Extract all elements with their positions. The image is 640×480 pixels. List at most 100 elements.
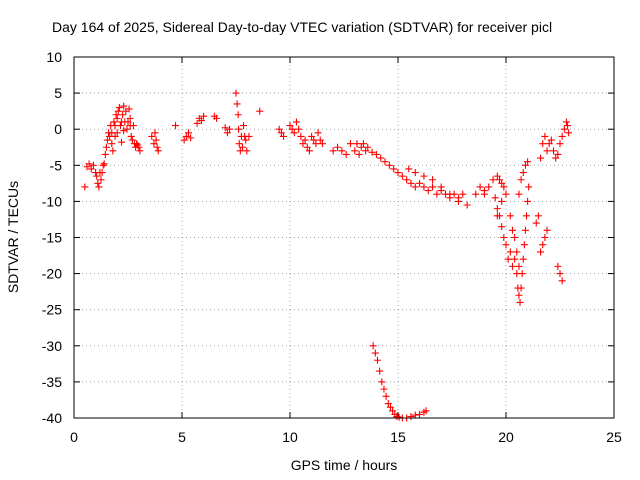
data-point <box>133 140 141 148</box>
data-point <box>182 132 190 140</box>
y-tick-label: -15 <box>42 230 62 246</box>
data-point <box>334 143 342 151</box>
data-point <box>398 172 406 180</box>
data-point <box>506 248 514 256</box>
data-point <box>112 111 120 119</box>
data-point <box>493 212 501 220</box>
data-point <box>373 356 381 364</box>
x-tick-label: 10 <box>282 429 298 445</box>
data-point <box>506 212 514 220</box>
data-point <box>524 197 532 205</box>
data-point <box>223 129 231 137</box>
data-point <box>395 413 403 421</box>
data-point <box>394 169 402 177</box>
data-point <box>519 255 527 263</box>
data-point <box>433 190 441 198</box>
data-point <box>85 160 93 168</box>
data-point <box>537 154 545 162</box>
data-point <box>537 248 545 256</box>
data-point <box>376 367 384 375</box>
data-point <box>502 241 510 249</box>
data-point <box>368 148 376 156</box>
data-point <box>235 140 243 148</box>
data-point <box>521 226 529 234</box>
data-point <box>128 136 136 144</box>
data-point <box>197 117 205 125</box>
data-point <box>539 241 547 249</box>
data-points <box>81 89 573 422</box>
data-point <box>411 169 419 177</box>
data-point <box>184 129 192 137</box>
data-point <box>299 140 307 148</box>
data-point <box>416 179 424 187</box>
plot-frame <box>73 56 615 419</box>
data-point <box>390 165 398 173</box>
data-point <box>560 125 568 133</box>
data-point <box>384 400 392 408</box>
data-point <box>429 176 437 184</box>
data-point <box>403 176 411 184</box>
data-point <box>152 136 160 144</box>
data-point <box>472 190 480 198</box>
data-point <box>108 140 116 148</box>
x-tick-label: 15 <box>390 429 406 445</box>
data-point <box>500 183 508 191</box>
data-point <box>297 132 305 140</box>
data-point <box>100 160 108 168</box>
data-point <box>405 165 413 173</box>
data-point <box>541 132 549 140</box>
data-point <box>539 140 547 148</box>
y-tick-label: -30 <box>42 338 62 354</box>
data-point <box>558 277 566 285</box>
data-point <box>154 147 162 155</box>
data-point <box>371 349 379 357</box>
data-point <box>93 172 101 180</box>
data-point <box>556 140 564 148</box>
data-point <box>109 147 117 155</box>
data-point <box>416 410 424 418</box>
data-point <box>476 183 484 191</box>
data-point <box>513 248 521 256</box>
data-point <box>493 172 501 180</box>
data-point <box>357 143 365 151</box>
data-point <box>233 100 241 108</box>
data-point <box>312 140 320 148</box>
data-point <box>89 161 97 169</box>
data-point <box>118 138 126 146</box>
data-point <box>385 161 393 169</box>
data-point <box>532 219 540 227</box>
data-point <box>381 158 389 166</box>
data-point <box>114 107 122 115</box>
data-point <box>543 226 551 234</box>
data-point <box>116 122 124 130</box>
data-point <box>113 114 121 122</box>
series-early <box>81 102 162 191</box>
data-point <box>504 255 512 263</box>
data-point <box>459 190 467 198</box>
data-point <box>353 140 361 148</box>
data-point <box>369 342 377 350</box>
data-point <box>491 194 499 202</box>
data-point <box>115 104 123 112</box>
y-tick-label: -20 <box>42 266 62 282</box>
data-point <box>290 129 298 137</box>
data-point <box>516 298 524 306</box>
data-point <box>485 183 493 191</box>
data-point <box>148 132 156 140</box>
data-point <box>359 140 367 148</box>
data-point <box>437 183 445 191</box>
data-point <box>172 122 180 130</box>
data-point <box>480 187 488 195</box>
data-point <box>102 143 110 151</box>
data-point <box>245 132 253 140</box>
data-point <box>564 122 572 130</box>
data-point <box>129 122 137 130</box>
data-point <box>515 291 523 299</box>
data-point <box>424 187 432 195</box>
data-point <box>552 154 560 162</box>
data-point <box>515 262 523 270</box>
data-point <box>554 150 562 158</box>
data-point <box>355 150 363 158</box>
y-tick-label: -35 <box>42 374 62 390</box>
data-point <box>213 114 221 122</box>
